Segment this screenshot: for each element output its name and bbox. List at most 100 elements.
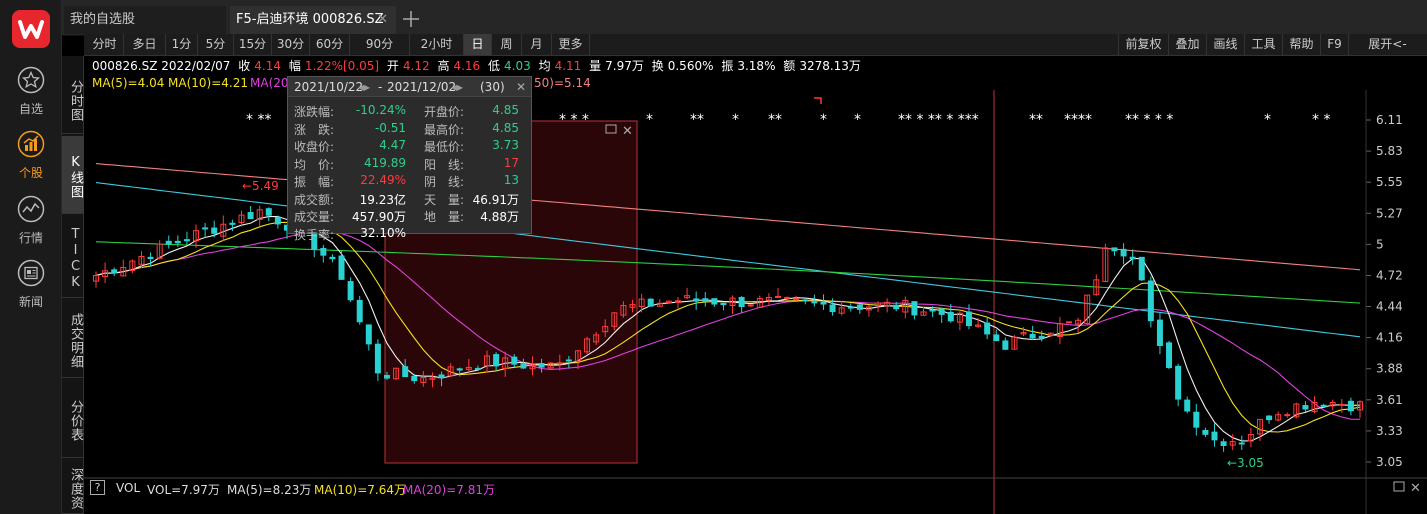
stat-value: 4.88万: [480, 210, 519, 224]
period-multiday[interactable]: 多日: [124, 34, 166, 55]
stat-label: 均 价:: [294, 157, 335, 172]
candle-body: [329, 256, 336, 260]
candle-body: [920, 311, 927, 316]
candle-body: [156, 243, 163, 259]
signal-star: **: [768, 112, 782, 128]
price-tick: 3.33: [1376, 424, 1403, 438]
candle-body: [893, 304, 900, 310]
candle-body: [1247, 434, 1254, 442]
help-button[interactable]: 帮助: [1282, 34, 1320, 55]
date-stepper-icon[interactable]: ◂▸: [358, 80, 371, 94]
vtab-tick[interactable]: TICK: [62, 216, 84, 298]
stock-chart-icon: [17, 130, 45, 158]
period-intraday[interactable]: 分时: [86, 34, 124, 55]
stat-label: 成交量:: [294, 210, 335, 224]
nav-watchlist[interactable]: 自选: [0, 66, 62, 122]
close-icon[interactable]: ✕: [377, 12, 388, 27]
candle-body: [1129, 256, 1136, 260]
candle-body: [1093, 279, 1100, 296]
candle-body: [1175, 365, 1182, 400]
close-icon[interactable]: ✕: [622, 124, 633, 139]
vol-restore-icon[interactable]: [1393, 481, 1405, 492]
start-date[interactable]: 2021/10/22: [294, 80, 364, 94]
price-tick: 5.83: [1376, 144, 1403, 158]
end-date[interactable]: 2021/12/02: [387, 80, 457, 94]
tools-button[interactable]: 工具: [1244, 34, 1282, 55]
period-1min[interactable]: 1分: [166, 34, 198, 55]
candle-body: [1138, 256, 1145, 281]
vtab-trade-detail[interactable]: 成交明细: [62, 300, 84, 378]
candle-body: [884, 301, 891, 307]
stat-label: 成交额:: [294, 192, 335, 207]
candle-body: [1202, 429, 1209, 435]
kline-chart[interactable]: * ** * * * * ** * ** * * ** * * * * * ** ** **** ** * …: [84, 90, 1427, 514]
period-month[interactable]: 月: [522, 34, 552, 55]
candle-body: [520, 363, 527, 369]
period-day[interactable]: 日: [464, 34, 492, 55]
signal-star: *: [820, 112, 827, 128]
close-label: 收: [238, 59, 251, 73]
candle-body: [902, 299, 909, 313]
nav-news[interactable]: 新闻: [0, 259, 62, 315]
candle-body: [493, 354, 500, 367]
range-stats-popup: 2021/10/22 ◂▸ - 2021/12/02 ◂▸ (30) ✕ 涨跌幅…: [287, 76, 532, 242]
vol-value: VOL=7.97万: [147, 483, 220, 497]
candle-body: [1311, 401, 1318, 413]
expand-button[interactable]: 展开<-: [1348, 34, 1426, 55]
signal-star: **: [690, 112, 704, 128]
plus-icon[interactable]: [400, 8, 422, 30]
candle-body: [474, 367, 481, 370]
adjust-forward-button[interactable]: 前复权: [1118, 34, 1168, 55]
turnover-value: 0.560%: [667, 59, 714, 73]
restore-icon[interactable]: [605, 124, 617, 134]
volume-value: 7.97万: [605, 59, 644, 73]
candle-body: [529, 363, 536, 370]
candle-body: [320, 247, 327, 256]
tab-stock-000826[interactable]: F5-启迪环境 000826.SZ ✕: [230, 6, 396, 34]
candle-body: [456, 368, 463, 371]
date-stepper-icon[interactable]: ◂▸: [451, 80, 464, 94]
candle-body: [347, 281, 354, 301]
price-tick: 5: [1376, 237, 1384, 251]
candle-body: [665, 300, 672, 304]
f9-button[interactable]: F9: [1320, 34, 1348, 55]
vtab-price-table[interactable]: 分价表: [62, 380, 84, 458]
period-5min[interactable]: 5分: [198, 34, 234, 55]
vtab-intraday[interactable]: 分时图: [62, 64, 84, 134]
candle-body: [984, 322, 991, 335]
stat-value: -0.51: [374, 120, 406, 135]
tab-watchlist[interactable]: 我的自选股: [64, 6, 226, 34]
vol-close-icon[interactable]: ✕: [1410, 481, 1421, 496]
chart-view-tabs: 分时图 K线图 TICK 成交明细 分价表 深度资: [62, 56, 84, 514]
period-2hour[interactable]: 2小时: [410, 34, 464, 55]
price-tick: 4.44: [1376, 300, 1403, 314]
open-value: 4.12: [402, 59, 430, 73]
candle-body: [856, 304, 863, 310]
nav-label: 自选: [18, 102, 43, 116]
tab-label: 我的自选股: [70, 12, 136, 27]
period-more[interactable]: 更多: [552, 34, 590, 55]
close-icon[interactable]: ✕: [516, 80, 527, 94]
nav-market[interactable]: 行情: [0, 195, 62, 251]
candle-body: [565, 359, 572, 362]
period-15min[interactable]: 15分: [234, 34, 272, 55]
nav-label: 行情: [18, 231, 43, 245]
ma250-line: [95, 163, 1361, 271]
stat-value: 22.49%: [360, 173, 406, 187]
signal-star: **: [1029, 112, 1043, 128]
vtab-kline[interactable]: K线图: [62, 136, 84, 214]
candle-body: [229, 222, 236, 225]
draw-line-button[interactable]: 画线: [1206, 34, 1244, 55]
help-icon[interactable]: ?: [90, 480, 105, 495]
candle-body: [965, 311, 972, 327]
nav-stock[interactable]: 个股: [0, 130, 62, 186]
candle-body: [584, 338, 591, 353]
period-week[interactable]: 周: [492, 34, 522, 55]
candle-body: [1156, 319, 1163, 347]
overlay-button[interactable]: 叠加: [1168, 34, 1206, 55]
period-90min[interactable]: 90分: [350, 34, 410, 55]
vtab-depth[interactable]: 深度资: [62, 460, 84, 514]
signal-star: *: [732, 112, 739, 128]
period-60min[interactable]: 60分: [310, 34, 350, 55]
period-30min[interactable]: 30分: [272, 34, 310, 55]
